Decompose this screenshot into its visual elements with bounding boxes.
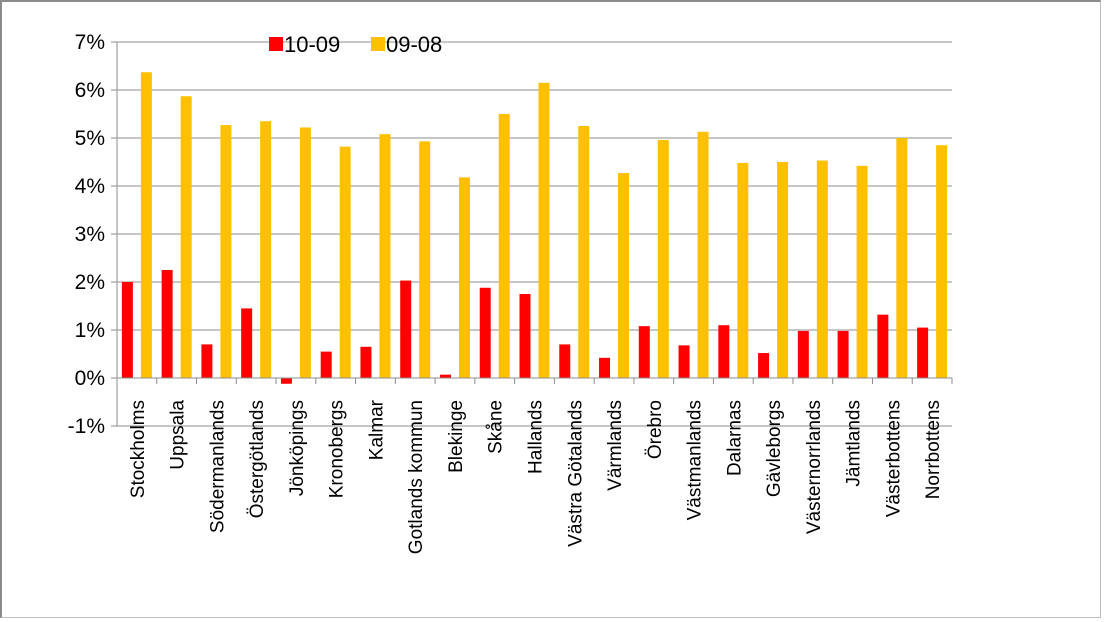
legend: 10-09 09-08 [269, 32, 442, 57]
bar-09-08 [339, 146, 351, 378]
bar-09-08 [538, 82, 550, 379]
bar-10-09 [797, 330, 809, 378]
bar-10-09 [678, 345, 690, 378]
category-label: Värmlands [605, 400, 626, 491]
bar-09-08 [260, 121, 272, 378]
bar-10-09 [877, 314, 889, 378]
bar-09-08 [816, 160, 828, 378]
legend-label: 10-09 [284, 32, 340, 57]
bar-09-08 [180, 96, 192, 379]
bar-09-08 [697, 131, 709, 378]
category-label: Dalarnas [724, 400, 745, 476]
legend-swatch [269, 37, 283, 51]
bar-10-09 [837, 330, 849, 378]
category-label: Västra Götalands [565, 400, 586, 547]
bar-09-08 [856, 165, 868, 378]
bar-10-09 [280, 378, 292, 384]
bar-09-08 [936, 145, 948, 378]
y-tick-label: 5% [75, 127, 105, 150]
category-label: Hallands [526, 400, 547, 474]
bar-10-09 [400, 280, 412, 378]
bar-10-09 [201, 344, 213, 378]
category-label: Östergötlands [247, 400, 268, 518]
legend-swatch [371, 37, 385, 51]
bar-10-09 [758, 353, 770, 378]
bar-10-09 [559, 344, 571, 378]
bar-10-09 [320, 351, 332, 378]
bar-09-08 [220, 125, 232, 378]
y-tick-label: 4% [75, 175, 105, 198]
bar-09-08 [578, 126, 590, 378]
bar-09-08 [140, 72, 152, 379]
y-tick-label: 3% [75, 223, 105, 246]
y-tick-label: -1% [68, 415, 105, 438]
bar-10-09 [161, 270, 173, 378]
category-label: Uppsala [168, 400, 189, 470]
y-tick-label: 0% [75, 367, 105, 390]
category-label: Södermanlands [207, 400, 228, 533]
legend-label: 09-08 [386, 32, 442, 57]
bar-09-08 [737, 162, 749, 378]
category-label: Västmanlands [685, 400, 706, 520]
category-labels: Stockholms Uppsala Södermanlands Östergötla… [128, 399, 944, 554]
bar-10-09 [360, 346, 372, 378]
y-tick-label: 6% [75, 79, 105, 102]
category-label: Kalmar [366, 399, 387, 460]
bar-09-08 [299, 127, 311, 378]
bar-10-09 [638, 326, 650, 378]
y-tick-label: 2% [75, 271, 105, 294]
bar-09-08 [618, 173, 630, 378]
bar-09-08 [419, 141, 431, 378]
y-tick-label: 1% [75, 319, 105, 342]
category-label: Stockholms [128, 400, 149, 498]
category-label: Örebro [645, 400, 666, 459]
bar-09-08 [777, 162, 789, 378]
bars [121, 72, 948, 384]
bar-09-08 [379, 134, 391, 378]
axes [111, 41, 953, 427]
bar-10-09 [718, 325, 730, 378]
y-tick-label: 7% [75, 31, 105, 54]
bar-10-09 [241, 308, 253, 378]
category-label: Skåne [486, 400, 507, 454]
category-label: Gotlands kommun [406, 400, 427, 554]
category-label: Gävleborgs [764, 400, 785, 497]
bar-10-09 [439, 374, 451, 378]
bar-10-09 [917, 327, 929, 378]
category-label: Blekinge [446, 400, 467, 473]
category-label: Jämtlands [844, 400, 865, 487]
bar-09-08 [657, 139, 669, 378]
bar-10-09 [519, 294, 531, 378]
bar-09-08 [896, 138, 908, 378]
y-tick-labels: -1% 0% 1% 2% 3% 4% 5% 6% 7% [68, 31, 105, 438]
gridlines [117, 41, 952, 427]
bar-09-08 [498, 114, 510, 378]
category-label: Kronobergs [327, 400, 348, 498]
bar-10-09 [121, 282, 133, 378]
bar-10-09 [479, 287, 491, 378]
category-label: Norrbottens [923, 400, 944, 499]
category-label: Västerbottens [883, 400, 904, 517]
bar-09-08 [458, 177, 470, 378]
category-label: Västernorrlands [804, 400, 825, 534]
category-label: Jönköpings [287, 400, 308, 496]
bar-10-09 [599, 357, 611, 378]
